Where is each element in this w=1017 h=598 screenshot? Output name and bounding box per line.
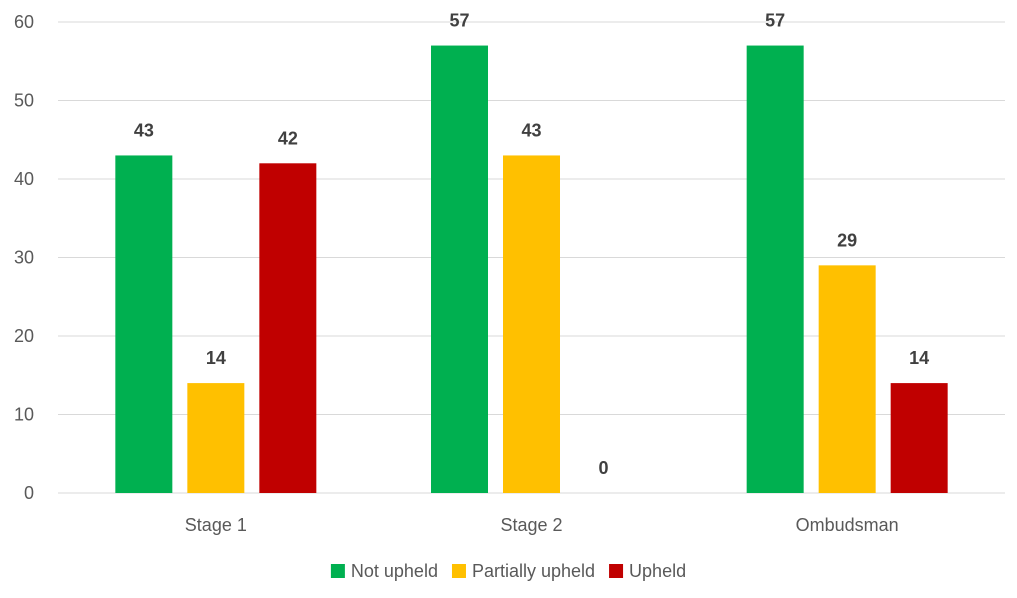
legend-label-upheld: Upheld	[629, 561, 686, 581]
data-label-stage-1-upheld: 42	[278, 128, 298, 148]
legend-swatch-not-upheld	[330, 564, 345, 578]
bar-stage-1-not-upheld	[115, 155, 173, 493]
data-label-ombudsman-not-upheld: 57	[765, 11, 785, 31]
bar-ombudsman-partially-upheld	[818, 265, 876, 493]
bar-ombudsman-not-upheld	[746, 45, 804, 494]
bar-ombudsman-upheld	[890, 383, 948, 493]
bar-stage-2-partially-upheld	[503, 155, 560, 493]
bar-stage-1-upheld	[259, 163, 317, 494]
y-tick-label-30: 30	[14, 248, 34, 268]
legend-label-not-upheld: Not upheld	[351, 561, 438, 581]
legend-label-partially-upheld: Partially upheld	[472, 561, 595, 581]
y-tick-label-40: 40	[14, 169, 34, 189]
y-tick-label-10: 10	[14, 405, 34, 425]
data-label-stage-2-not-upheld: 57	[449, 11, 469, 31]
x-tick-label-ombudsman: Ombudsman	[796, 515, 899, 535]
legend-swatch-partially-upheld	[451, 564, 466, 578]
y-tick-label-0: 0	[24, 483, 34, 503]
data-label-stage-1-not-upheld: 43	[134, 120, 154, 140]
legend-swatch-upheld	[609, 564, 624, 578]
data-label-stage-1-partially-upheld: 14	[206, 348, 226, 368]
bar-stage-1-partially-upheld	[187, 383, 245, 493]
x-tick-label-stage-2: Stage 2	[500, 515, 562, 535]
y-tick-label-60: 60	[14, 12, 34, 32]
y-tick-label-50: 50	[14, 91, 34, 111]
data-label-stage-2-upheld: 0	[598, 458, 608, 478]
y-tick-label-20: 20	[14, 326, 34, 346]
data-label-ombudsman-upheld: 14	[909, 348, 929, 368]
data-label-ombudsman-partially-upheld: 29	[837, 230, 857, 250]
data-label-stage-2-partially-upheld: 43	[521, 120, 541, 140]
x-tick-label-stage-1: Stage 1	[185, 515, 247, 535]
bar-stage-2-not-upheld	[431, 45, 488, 494]
